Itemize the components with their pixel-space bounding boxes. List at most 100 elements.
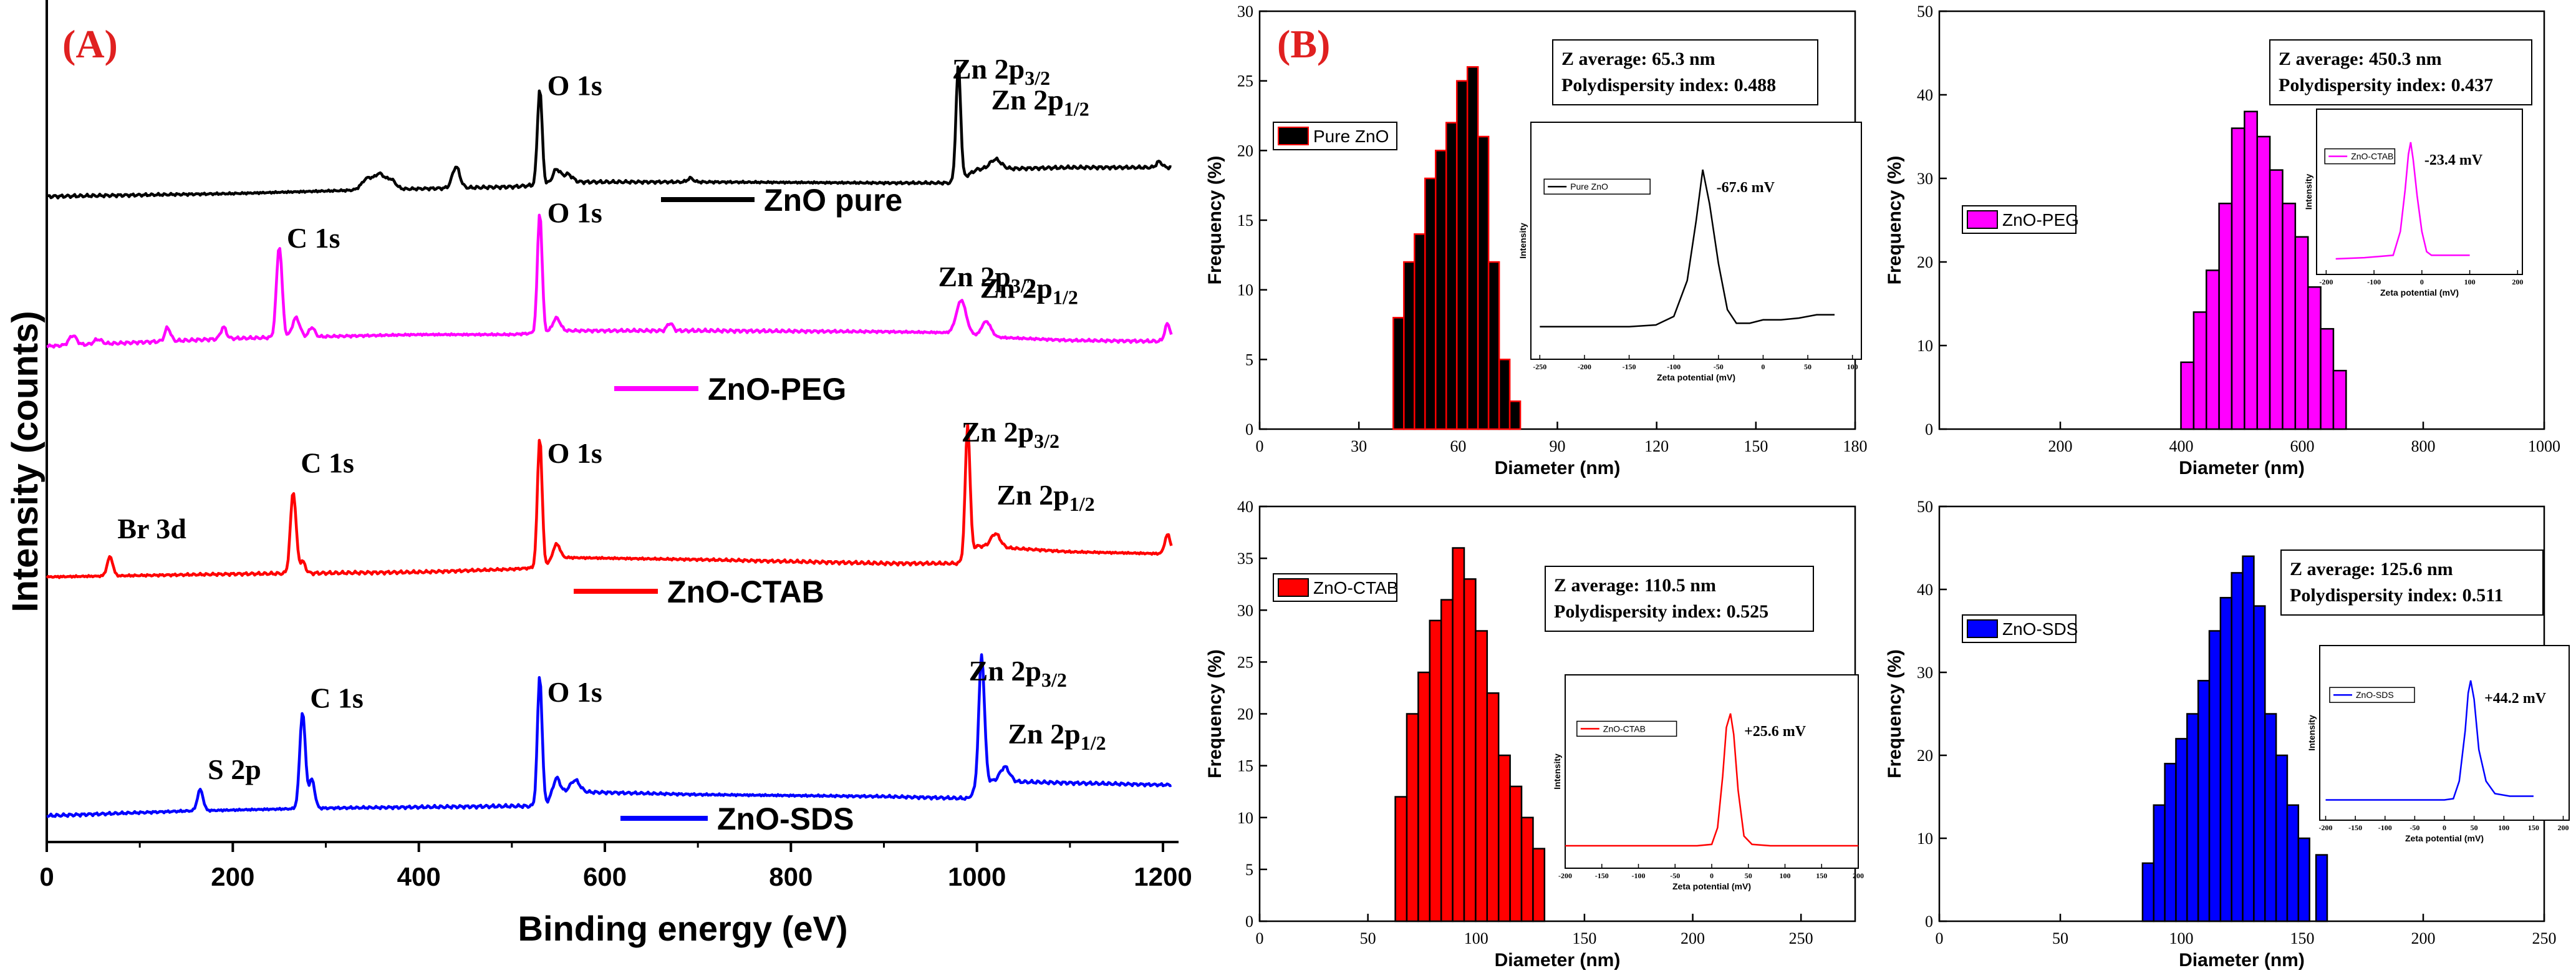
dls-y-tick-label: 35 [1237,549,1253,568]
dls-bar [1406,713,1419,922]
dls-y-tick-label: 30 [1237,2,1253,21]
dls-stats-line: Z average: 65.3 nm [1561,49,1715,69]
dls-bar [2253,605,2266,922]
xps-series-zno-pure: ZnO pure O 1s Zn 2p3/2Zn 2p1/2 [46,53,1172,218]
dls-bar [2192,311,2207,430]
zeta-x-tick-label: 0 [2443,823,2446,832]
dls-stats-line: Polydispersity index: 0.511 [2290,585,2504,606]
xps-peak-label: Zn 2p3/2 [952,53,1050,89]
dls-y-tick-label: 0 [1925,420,1933,438]
zeta-curve [2325,680,2534,801]
dls-x-tick-label: 120 [1644,437,1669,455]
zeta-inset: -200 -150 -100 -50 0 50 100 150 200 Zeta potentia… [1552,674,1864,891]
zeta-inset: -250 -200 -150 -100 -50 0 50 100 Zeta potential … [1518,122,1862,382]
dls-x-axis-label: Diameter (nm) [2179,458,2305,478]
dls-stats-line: Z average: 110.5 nm [1554,575,1716,596]
dls-stats-line: Z average: 125.6 nm [2290,559,2453,579]
dls-x-tick-label: 0 [1256,437,1264,455]
xps-peak-label: Zn 2p1/2 [980,273,1078,309]
dls-stats-box: Z average: 125.6 nm Polydispersity index:… [2280,549,2544,616]
dls-y-tick-label: 40 [1237,498,1253,516]
zeta-inset-frame [2319,645,2570,821]
xps-peak-label: C 1s [310,682,364,714]
dls-stats-line: Polydispersity index: 0.525 [1554,601,1768,622]
panel-a-x-tick-label: 800 [769,862,813,891]
dls-y-tick-label: 20 [1237,705,1253,724]
dls-bar [2141,862,2155,922]
dls-legend: ZnO-SDS [1962,614,2078,643]
xps-peak-label: Zn 2p1/2 [991,84,1089,120]
xps-peak-label-subscript: 1/2 [1053,286,1078,309]
xps-line [46,653,1172,818]
dls-bar [1403,261,1416,430]
dls-y-tick-label: 0 [1925,912,1933,931]
zeta-legend-label: ZnO-CTAB [2351,152,2393,162]
panel-a-x-tick-label: 400 [397,862,441,891]
dls-x-tick-label: 0 [1256,929,1264,947]
dls-legend: ZnO-PEG [1962,205,2079,234]
dls-bar [2297,837,2310,922]
dls-y-tick-label: 0 [1245,912,1253,931]
xps-peak-label: O 1s [548,437,602,469]
dls-bar [2315,854,2328,922]
xps-peak-label: O 1s [548,197,602,229]
zeta-x-tick-label: -200 [1558,871,1572,880]
dls-y-axis-label: Frequency (%) [1205,649,1225,778]
zeta-legend-label: Pure ZnO [1570,182,1608,191]
zeta-x-axis-label: Zeta potential (mV) [2380,288,2459,298]
zeta-legend-label: ZnO-SDS [2356,690,2394,700]
dls-bar [1445,122,1458,430]
dls-stats-box: Z average: 65.3 nm Polydispersity index: … [1552,39,1818,105]
dls-bar [2218,202,2233,430]
xps-peak-label: O 1s [548,676,602,708]
zeta-y-axis-label: Intensity [2303,174,2313,210]
zeta-curve [1565,713,1858,847]
xps-peak-label: Br 3d [117,513,186,545]
dls-y-tick-label: 20 [1237,142,1253,160]
dls-bar [1414,233,1426,430]
dls-bar [1520,816,1534,922]
dls-legend-label: ZnO-CTAB [1313,578,1398,598]
dls-bar [2231,127,2246,430]
dls-y-tick-label: 15 [1237,211,1253,230]
dls-stats-text: Z average: 65.3 nm Polydispersity index: … [1561,49,1776,95]
zeta-x-tick-label: -250 [1533,362,1546,371]
dls-x-tick-label: 1000 [2528,437,2560,455]
dls-legend-label: Pure ZnO [1313,127,1389,146]
dls-bar [2206,269,2220,430]
zeta-inset: -200 -150 -100 -50 0 50 100 150 200 Zeta potentia… [2307,645,2570,843]
zeta-x-tick-label: -100 [1632,871,1646,880]
dls-stats-line: Z average: 450.3 nm [2279,49,2442,69]
xps-peak-label: O 1s [548,69,602,101]
dls-legend-label: ZnO-SDS [2002,619,2078,639]
dls-x-tick-label: 30 [1351,437,1367,455]
dls-x-tick-label: 200 [2411,929,2436,947]
dls-y-axis-label: Frequency (%) [1884,156,1905,285]
dls-bar [1487,261,1500,430]
zeta-x-tick-label: -150 [1623,362,1636,371]
dls-x-tick-label: 100 [1464,929,1488,947]
dls-x-tick-label: 600 [2290,437,2315,455]
dls-legend-label: ZnO-PEG [2002,210,2079,230]
dls-y-tick-label: 10 [1237,809,1253,827]
dls-bar [2219,597,2232,922]
dls-x-tick-label: 400 [2169,437,2194,455]
zeta-x-tick-label: -200 [2319,278,2333,286]
dls-bar [2208,630,2222,922]
dls-bar [2197,680,2211,922]
panel-a: (A) Intensity (counts) Binding energy (e… [5,0,1192,948]
dls-chart-zno-sds: 0 50 100 150 200 250 0 10 20 30 40 50 Diameter (nm) F… [1884,498,2570,971]
zeta-x-axis-label: Zeta potential (mV) [2405,833,2484,843]
dls-x-tick-label: 200 [2048,437,2073,455]
zeta-x-tick-label: 200 [1853,871,1864,880]
dls-bar [2307,286,2322,430]
panel-a-y-axis-label: Intensity (counts) [5,311,46,612]
dls-stats-frame [2269,39,2532,105]
zeta-x-tick-label: 0 [2420,278,2424,286]
dls-y-tick-label: 40 [1917,86,1933,104]
dls-stats-line: Polydispersity index: 0.488 [1561,75,1776,95]
zeta-x-tick-label: -200 [1578,362,1591,371]
panel-a-x-tick-label: 200 [211,862,254,891]
dls-legend-swatch [1278,578,1309,597]
